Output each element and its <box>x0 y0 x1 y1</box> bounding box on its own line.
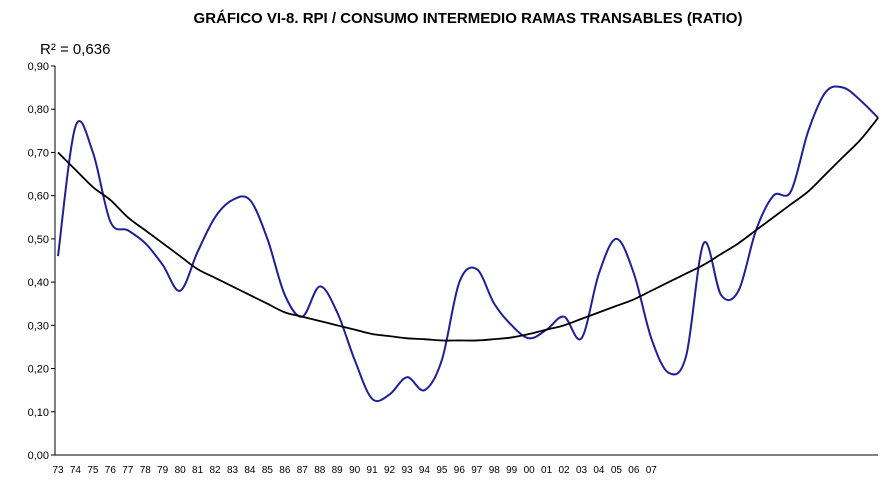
x-tick-label: 85 <box>262 465 274 476</box>
x-tick-label: 89 <box>332 465 344 476</box>
x-tick-label: 92 <box>384 465 396 476</box>
x-tick-label: 87 <box>297 465 309 476</box>
x-tick-label: 80 <box>175 465 187 476</box>
x-tick-label: 74 <box>70 465 82 476</box>
x-tick-label: 99 <box>506 465 518 476</box>
x-tick-label: 01 <box>541 465 553 476</box>
x-tick-label: 05 <box>611 465 623 476</box>
x-tick-label: 77 <box>122 465 134 476</box>
y-tick-label: 0,70 <box>28 147 49 159</box>
annotation: R² = 0,636 <box>40 41 110 58</box>
x-tick-label: 73 <box>52 465 64 476</box>
x-tick-label: 96 <box>454 465 466 476</box>
y-tick-label: 0,90 <box>28 61 49 73</box>
x-tick-label: 84 <box>244 465 256 476</box>
x-tick-label: 94 <box>419 465 431 476</box>
y-tick-label: 0,30 <box>28 320 49 332</box>
x-tick-label: 86 <box>279 465 291 476</box>
line <box>57 85 879 403</box>
y-tick-label: 0,40 <box>28 277 49 289</box>
x-tick-label: 04 <box>593 465 605 476</box>
line <box>57 117 879 342</box>
x-tick-label: 02 <box>558 465 570 476</box>
x-tick-label: 88 <box>314 465 326 476</box>
chart-title: GRÁFICO VI-8. RPI / CONSUMO INTERMEDIO R… <box>194 10 743 27</box>
x-tick-label: 95 <box>436 465 448 476</box>
y-tick-label: 0,10 <box>28 407 49 419</box>
y-tick-label: 0,20 <box>28 364 49 376</box>
x-tick-label: 83 <box>227 465 239 476</box>
y-tick-label: 0,50 <box>28 234 49 246</box>
x-tick-label: 03 <box>576 465 588 476</box>
y-tick-label: 0,60 <box>28 191 49 203</box>
x-tick-label: 82 <box>209 465 221 476</box>
x-tick-label: 81 <box>192 465 204 476</box>
x-tick-label: 76 <box>105 465 117 476</box>
y-tick-label: 0,00 <box>28 450 49 462</box>
x-tick-label: 97 <box>471 465 483 476</box>
x-tick-label: 91 <box>367 465 379 476</box>
x-tick-label: 98 <box>489 465 501 476</box>
x-tick-label: 79 <box>157 465 169 476</box>
x-tick-label: 78 <box>140 465 152 476</box>
x-tick-label: 90 <box>349 465 361 476</box>
x-tick-label: 06 <box>628 465 640 476</box>
x-tick-label: 00 <box>524 465 536 476</box>
x-tick-label: 75 <box>87 465 99 476</box>
x-tick-label: 07 <box>646 465 658 476</box>
y-tick-label: 0,80 <box>28 104 49 116</box>
x-tick-label: 93 <box>401 465 413 476</box>
